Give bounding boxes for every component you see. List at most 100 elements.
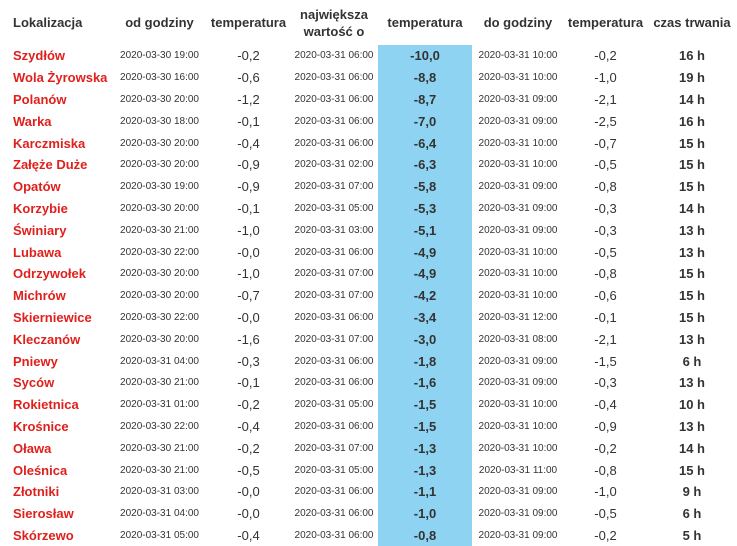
cell-to-time: 2020-03-31 12:00: [478, 311, 558, 323]
cell-temp-to: -0,8: [594, 462, 617, 478]
cell-temp-max: -4,9: [378, 241, 472, 263]
cell-duration: 5 h: [682, 527, 702, 543]
cell-location: Odrzywołek: [13, 266, 86, 282]
table-row: Kleczanów 2020-03-30 20:00 -1,6 2020-03-31 …: [0, 328, 737, 351]
cell-temp-to: -0,3: [594, 222, 617, 238]
cell-temp-from: -0,9: [237, 157, 260, 173]
table-row: Pniewy 2020-03-31 04:00 -0,3 2020-03-31 06:…: [0, 350, 737, 372]
table-body: Szydłów 2020-03-30 19:00 -0,2 2020-03-31 06…: [0, 45, 737, 546]
cell-to-time: 2020-03-31 09:00: [478, 224, 558, 236]
header-row: Lokalizacja od godziny temperatura najwi…: [0, 0, 737, 45]
cell-from-time: 2020-03-30 20:00: [120, 268, 199, 280]
cell-temp-from: -0,1: [237, 375, 260, 391]
cell-location: Polanów: [13, 91, 67, 107]
cell-max-at: 2020-03-31 05:00: [294, 464, 374, 476]
cell-temp-to: -2,1: [594, 91, 617, 107]
cell-max-at: 2020-03-31 06:00: [294, 72, 374, 84]
cell-temp-to: -0,9: [594, 418, 617, 434]
cell-max-at: 2020-03-31 06:00: [294, 377, 374, 389]
cell-location: Rokietnica: [13, 397, 79, 413]
cell-location: Michrów: [13, 288, 66, 304]
cell-from-time: 2020-03-30 19:00: [120, 181, 199, 193]
table-row: Oleśnica 2020-03-30 21:00 -0,5 2020-03-31 0…: [0, 459, 737, 481]
cell-from-time: 2020-03-30 22:00: [120, 420, 199, 432]
header-from-time: od godziny: [125, 15, 194, 30]
cell-temp-max: -4,9: [378, 262, 472, 285]
cell-max-at: 2020-03-31 06:00: [294, 486, 374, 498]
header-to-time: do godziny: [483, 15, 553, 30]
cell-to-time: 2020-03-31 10:00: [478, 72, 558, 84]
table-row: Lubawa 2020-03-30 22:00 -0,0 2020-03-31 06:…: [0, 241, 737, 263]
cell-temp-from: -0,2: [237, 440, 260, 456]
cell-duration: 15 h: [678, 309, 705, 325]
cell-from-time: 2020-03-30 18:00: [120, 115, 199, 127]
table-row: Skierniewice 2020-03-30 22:00 -0,0 2020-03-…: [0, 306, 737, 329]
cell-max-at: 2020-03-31 07:00: [294, 290, 374, 302]
cell-temp-from: -1,0: [237, 266, 260, 282]
table-row: Oława 2020-03-30 21:00 -0,2 2020-03-31 07:0…: [0, 437, 737, 460]
cell-max-at: 2020-03-31 07:00: [294, 268, 374, 280]
cell-max-at: 2020-03-31 06:00: [294, 93, 374, 105]
cell-max-at: 2020-03-31 07:00: [294, 442, 374, 454]
cell-max-at: 2020-03-31 06:00: [294, 529, 374, 541]
cell-temp-max: -1,0: [378, 502, 472, 525]
cell-temp-max: -8,7: [378, 88, 472, 111]
cell-duration: 9 h: [682, 484, 702, 500]
cell-location: Szydłów: [13, 48, 66, 64]
cell-to-time: 2020-03-31 09:00: [478, 355, 558, 367]
table-row: Warka 2020-03-30 18:00 -0,1 2020-03-31 06:0…: [0, 110, 737, 133]
cell-to-time: 2020-03-31 10:00: [478, 50, 558, 62]
cell-temp-to: -0,6: [594, 288, 617, 304]
cell-from-time: 2020-03-31 04:00: [120, 355, 199, 367]
cell-max-at: 2020-03-31 02:00: [294, 159, 374, 171]
cell-location: Karczmiska: [13, 135, 86, 151]
cell-to-time: 2020-03-31 08:00: [478, 333, 558, 345]
cell-max-at: 2020-03-31 06:00: [294, 420, 374, 432]
cell-temp-from: -1,2: [237, 91, 260, 107]
cell-temp-from: -0,4: [237, 418, 260, 434]
table-row: Syców 2020-03-30 21:00 -0,1 2020-03-31 06:0…: [0, 371, 737, 394]
cell-temp-from: -0,9: [237, 179, 260, 195]
cell-temp-to: -2,5: [594, 113, 617, 129]
cell-to-time: 2020-03-31 09:00: [478, 508, 558, 520]
cell-duration: 13 h: [678, 375, 705, 391]
cell-temp-from: -0,6: [237, 70, 260, 86]
table-row: Odrzywołek 2020-03-30 20:00 -1,0 2020-03-31…: [0, 262, 737, 285]
cell-from-time: 2020-03-30 21:00: [120, 464, 199, 476]
cell-temp-from: -0,0: [237, 506, 260, 522]
cell-location: Krośnice: [13, 418, 69, 434]
cell-temp-max: -1,8: [378, 350, 472, 372]
cell-location: Pniewy: [13, 353, 58, 369]
cell-temp-to: -0,2: [594, 527, 617, 543]
cell-duration: 13 h: [678, 222, 705, 238]
cell-temp-to: -0,8: [594, 266, 617, 282]
table-row: Krośnice 2020-03-30 22:00 -0,4 2020-03-31 0…: [0, 415, 737, 438]
cell-duration: 15 h: [678, 266, 705, 282]
cell-temp-from: -0,5: [237, 462, 260, 478]
cell-from-time: 2020-03-31 01:00: [120, 399, 199, 411]
cell-to-time: 2020-03-31 11:00: [478, 464, 558, 476]
cell-to-time: 2020-03-31 10:00: [478, 290, 558, 302]
cell-from-time: 2020-03-30 21:00: [120, 224, 199, 236]
cell-to-time: 2020-03-31 09:00: [478, 486, 558, 498]
cell-location: Opatów: [13, 179, 61, 195]
cell-to-time: 2020-03-31 09:00: [478, 202, 558, 214]
cell-temp-from: -0,2: [237, 397, 260, 413]
table-row: Michrów 2020-03-30 20:00 -0,7 2020-03-31 07…: [0, 284, 737, 307]
table-row: Sierosław 2020-03-31 04:00 -0,0 2020-03-31 …: [0, 502, 737, 525]
header-max-at-line2: wartość o: [303, 23, 365, 39]
cell-max-at: 2020-03-31 06:00: [294, 246, 374, 258]
cell-max-at: 2020-03-31 07:00: [294, 333, 374, 345]
cell-from-time: 2020-03-30 21:00: [120, 442, 199, 454]
cell-from-time: 2020-03-31 04:00: [120, 508, 199, 520]
cell-to-time: 2020-03-31 10:00: [478, 268, 558, 280]
cell-temp-to: -0,4: [594, 397, 617, 413]
cell-temp-from: -0,7: [237, 288, 260, 304]
cell-to-time: 2020-03-31 09:00: [478, 181, 558, 193]
cell-temp-max: -3,4: [378, 306, 472, 329]
cell-from-time: 2020-03-30 20:00: [120, 159, 199, 171]
cell-from-time: 2020-03-30 22:00: [120, 311, 199, 323]
cell-temp-from: -0,0: [237, 309, 260, 325]
cell-location: Oława: [13, 440, 52, 456]
